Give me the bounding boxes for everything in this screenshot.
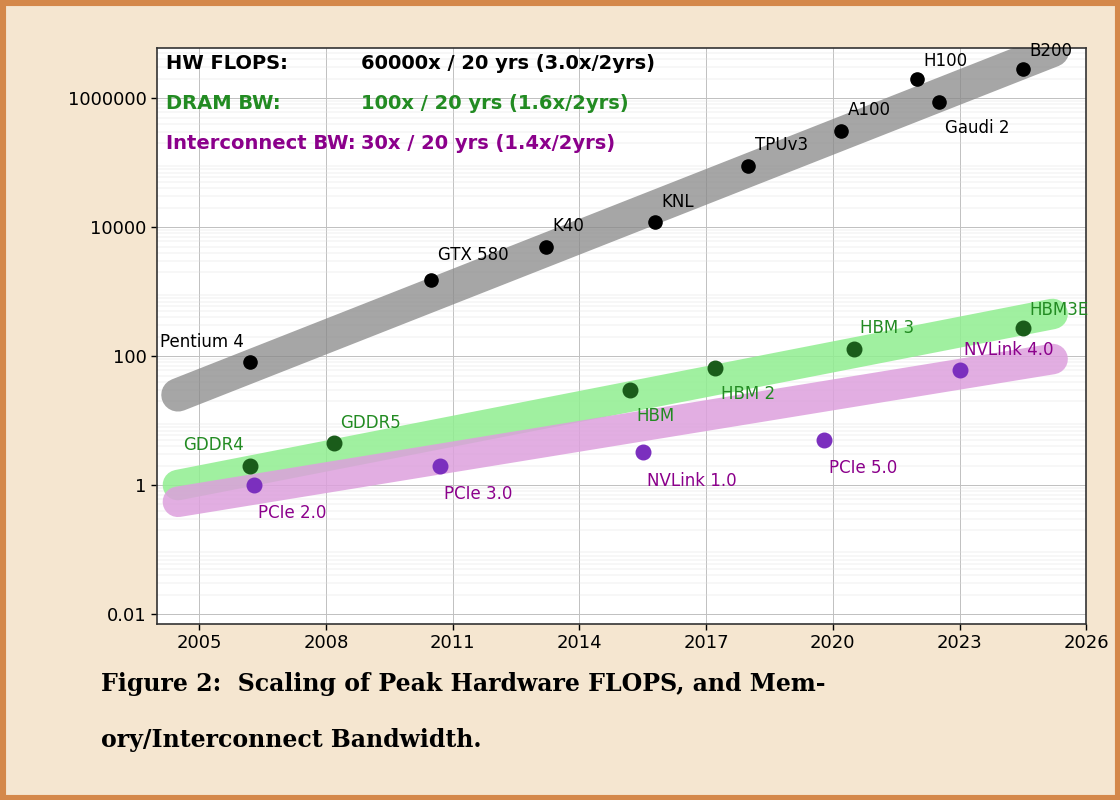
- Text: ory/Interconnect Bandwidth.: ory/Interconnect Bandwidth.: [101, 728, 482, 752]
- Point: [930, 96, 948, 109]
- Point: [832, 124, 850, 137]
- Text: GTX 580: GTX 580: [438, 246, 508, 264]
- Point: [1014, 322, 1032, 334]
- Text: Pentium 4: Pentium 4: [159, 333, 243, 351]
- Text: 30x / 20 yrs (1.4x/2yrs): 30x / 20 yrs (1.4x/2yrs): [362, 134, 615, 154]
- Text: PCIe 2.0: PCIe 2.0: [259, 505, 327, 522]
- Text: HBM 2: HBM 2: [721, 385, 775, 403]
- Text: HBM3E: HBM3E: [1029, 301, 1089, 319]
- Text: GDDR4: GDDR4: [183, 436, 243, 454]
- Text: DRAM BW:: DRAM BW:: [166, 94, 281, 113]
- Point: [844, 342, 862, 355]
- Point: [634, 446, 652, 459]
- Point: [241, 356, 259, 369]
- Text: Figure 2:  Scaling of Peak Hardware FLOPS, and Mem-: Figure 2: Scaling of Peak Hardware FLOPS…: [101, 672, 825, 696]
- Text: HBM: HBM: [636, 406, 674, 425]
- Point: [622, 383, 640, 396]
- Text: H100: H100: [924, 52, 968, 70]
- Point: [241, 459, 259, 472]
- Text: PCIe 3.0: PCIe 3.0: [445, 485, 513, 503]
- Point: [815, 434, 833, 446]
- Point: [646, 216, 664, 229]
- Text: GDDR5: GDDR5: [340, 414, 401, 431]
- Point: [951, 364, 969, 377]
- Point: [1014, 63, 1032, 76]
- Text: NVLink 4.0: NVLink 4.0: [964, 341, 1054, 359]
- Point: [908, 73, 926, 86]
- Point: [431, 459, 449, 472]
- Point: [706, 362, 724, 374]
- Text: NVLink 1.0: NVLink 1.0: [647, 472, 737, 490]
- Text: Gaudi 2: Gaudi 2: [945, 119, 1009, 137]
- Point: [739, 159, 757, 172]
- Text: Interconnect BW:: Interconnect BW:: [166, 134, 356, 154]
- Text: HBM 3: HBM 3: [860, 319, 914, 338]
- Text: 100x / 20 yrs (1.6x/2yrs): 100x / 20 yrs (1.6x/2yrs): [362, 94, 629, 113]
- Point: [536, 240, 554, 253]
- Point: [422, 274, 440, 286]
- Text: A100: A100: [848, 102, 890, 119]
- Text: HW FLOPS:: HW FLOPS:: [166, 54, 288, 73]
- Point: [245, 478, 263, 491]
- Text: PCIe 5.0: PCIe 5.0: [829, 459, 897, 478]
- Point: [325, 437, 343, 450]
- Text: K40: K40: [552, 217, 584, 235]
- Text: TPUv3: TPUv3: [755, 136, 808, 154]
- Text: KNL: KNL: [662, 193, 694, 210]
- Text: 60000x / 20 yrs (3.0x/2yrs): 60000x / 20 yrs (3.0x/2yrs): [362, 54, 655, 73]
- Text: B200: B200: [1029, 42, 1072, 60]
